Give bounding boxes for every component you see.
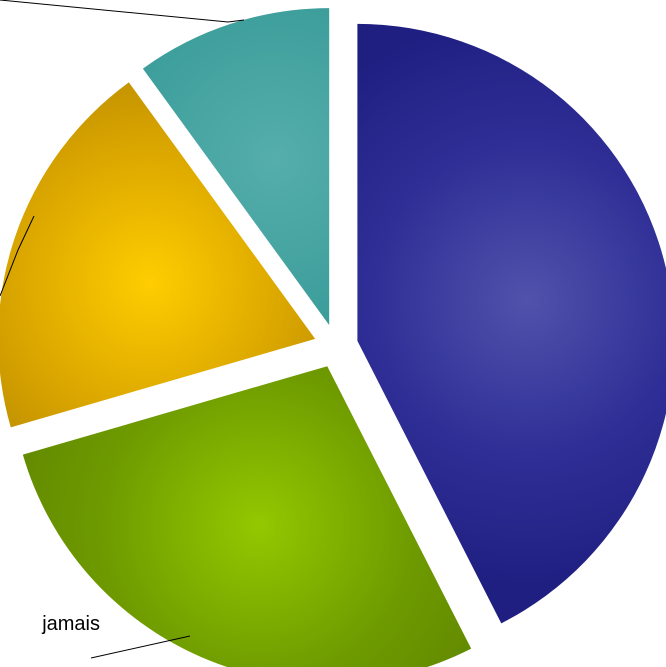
slice-label-1: jamais [41,613,100,635]
leader-line-1 [90,635,191,659]
pie-slice-1 [22,366,472,667]
leader-line-2 [0,215,35,297]
pie-slice-0 [357,23,666,624]
leader-line-3 [0,0,245,23]
pie-labels: jamais [0,0,245,659]
pie-slices [0,8,666,667]
pie-slice-3 [142,8,330,326]
pie-slice-2 [0,82,316,428]
